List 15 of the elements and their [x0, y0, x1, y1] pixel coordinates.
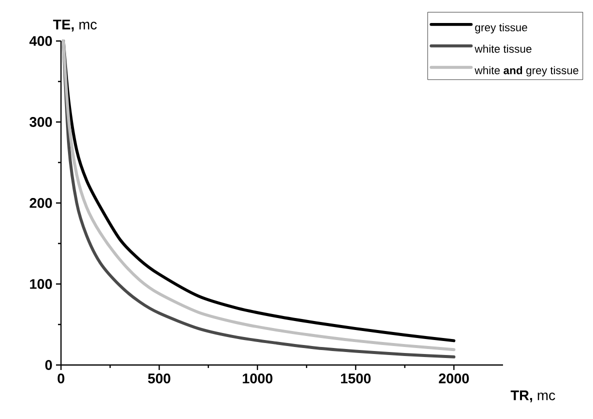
legend-label: white and grey tissue: [474, 66, 578, 76]
y-tick-label: 0: [45, 360, 52, 370]
y-tick-label: 400: [29, 36, 52, 46]
x-tick-label: 2000: [438, 374, 469, 384]
x-tick-label: 1500: [341, 374, 371, 384]
y-tick-label: 300: [30, 117, 52, 127]
x-tick-label: 1000: [242, 374, 272, 384]
y-tick-label: 200: [30, 198, 52, 208]
x-tick-label: 0: [58, 374, 64, 384]
y-tick-label: 100: [30, 279, 52, 289]
y-axis-title: TE, mc: [53, 20, 97, 32]
x-tick-label: 500: [148, 374, 170, 384]
legend-label: grey tissue: [475, 23, 528, 34]
legend-label: white tissue: [474, 44, 532, 53]
x-axis-title: TR, mc: [510, 390, 556, 402]
